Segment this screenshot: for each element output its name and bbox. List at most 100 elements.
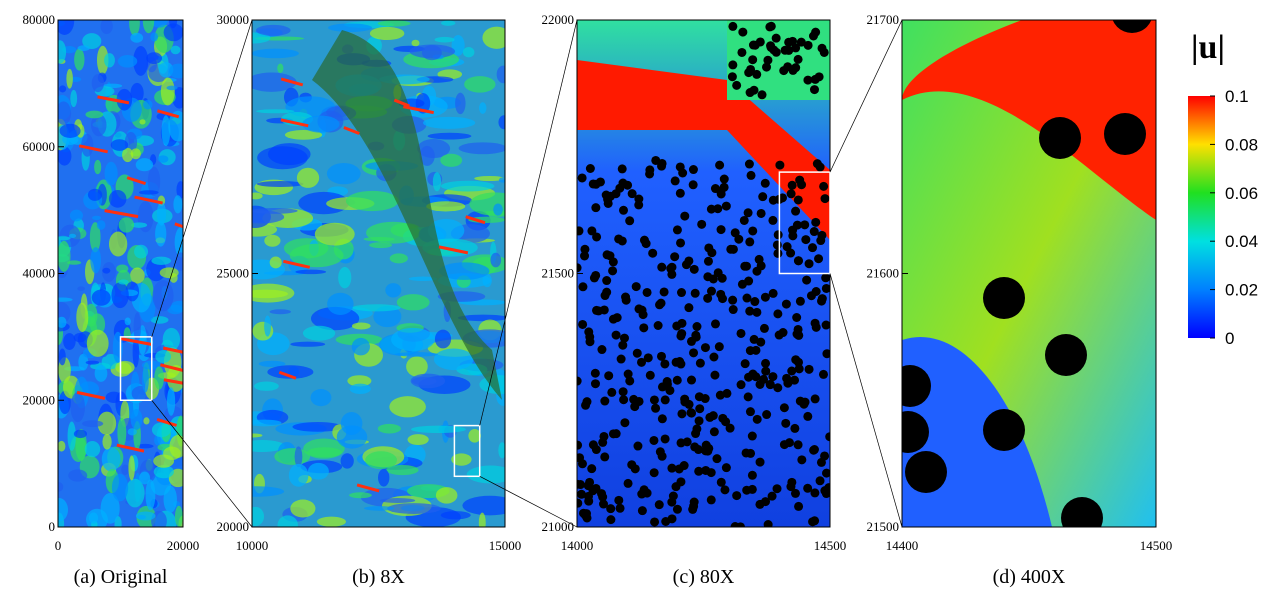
field-blob — [150, 20, 169, 28]
particle — [642, 287, 652, 297]
particle — [810, 488, 820, 498]
particle — [752, 307, 762, 317]
x-tick-label: 15000 — [489, 538, 522, 553]
particle — [772, 240, 782, 250]
streak — [78, 144, 108, 154]
particle — [728, 21, 738, 31]
particle — [749, 334, 759, 344]
particle — [758, 192, 768, 202]
field-blob — [167, 304, 183, 315]
field-blob — [66, 68, 73, 89]
particle — [662, 379, 672, 389]
particle — [767, 491, 777, 501]
field-blob — [160, 77, 175, 106]
field-blob — [155, 221, 167, 247]
field-blob — [153, 454, 175, 468]
particle — [637, 357, 647, 367]
streak — [126, 176, 147, 186]
field-blob — [379, 498, 416, 503]
particle — [694, 416, 704, 426]
particle — [670, 176, 680, 186]
colorbar-tick-label: 0.02 — [1225, 281, 1258, 300]
particle — [779, 403, 789, 413]
particle — [661, 517, 671, 527]
particle — [594, 306, 604, 316]
particle — [772, 484, 782, 494]
streak — [280, 118, 309, 128]
particle — [667, 497, 677, 507]
particle — [795, 296, 805, 306]
field-blob — [169, 434, 183, 458]
field — [252, 20, 505, 527]
field-blob — [82, 420, 104, 428]
particle — [656, 351, 666, 361]
particle — [737, 47, 747, 57]
field-blob — [468, 429, 481, 443]
x-tick-label: 10000 — [236, 538, 269, 553]
field-blob — [166, 364, 183, 392]
field-blob — [139, 471, 151, 485]
field-blob — [58, 146, 72, 166]
field-blob — [364, 506, 395, 511]
field-blob — [116, 88, 133, 111]
particle — [742, 293, 752, 303]
particle — [577, 480, 585, 490]
particle — [716, 225, 726, 235]
field-blob — [85, 360, 100, 365]
field-blob — [138, 190, 159, 195]
particle — [705, 412, 715, 422]
field-blob — [91, 289, 111, 306]
particle — [707, 248, 717, 258]
particle — [759, 374, 769, 384]
particle — [625, 376, 635, 386]
field-blob — [349, 383, 371, 395]
colorbar-tick-label: 0.1 — [1225, 87, 1249, 106]
field-blob — [310, 389, 332, 407]
field-blob — [101, 447, 121, 472]
field-blob — [267, 365, 314, 379]
particle — [815, 476, 825, 486]
field-blob — [58, 316, 67, 328]
particle — [745, 306, 755, 316]
field-blob — [256, 109, 295, 114]
field-blob — [252, 433, 263, 438]
field-blob — [316, 516, 346, 527]
particle — [676, 238, 686, 248]
field-blob — [136, 443, 154, 449]
particle — [736, 380, 746, 390]
jet — [577, 60, 830, 240]
particle — [577, 173, 587, 183]
particle — [817, 43, 827, 53]
particle — [796, 37, 806, 47]
field-blob — [440, 153, 463, 167]
particle — [801, 235, 811, 245]
particle — [577, 498, 583, 508]
particle — [659, 287, 669, 297]
field-blob — [105, 391, 123, 403]
particle — [787, 477, 797, 487]
particle — [654, 500, 664, 510]
particle — [587, 226, 597, 236]
particle — [577, 376, 582, 386]
field-blob — [175, 252, 183, 271]
field-blob — [410, 373, 446, 389]
particle — [794, 501, 804, 511]
particle — [651, 155, 661, 165]
particle — [655, 447, 665, 457]
field-blob — [91, 113, 107, 137]
particle — [719, 174, 729, 184]
field-blob — [479, 102, 487, 114]
particle — [809, 227, 819, 237]
colorbar — [1188, 96, 1215, 338]
field-blob — [67, 421, 76, 451]
field-blob — [134, 244, 149, 259]
panel-caption: (a) Original — [74, 566, 168, 588]
field-blob — [85, 110, 104, 119]
field-blob — [352, 304, 401, 312]
particle — [583, 491, 593, 501]
field-blob — [68, 469, 88, 482]
field-blob — [314, 222, 355, 246]
particle — [825, 432, 830, 442]
particle — [619, 205, 629, 215]
particle — [744, 276, 754, 286]
